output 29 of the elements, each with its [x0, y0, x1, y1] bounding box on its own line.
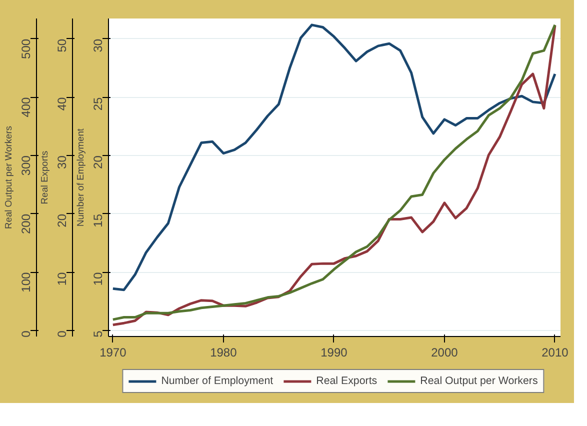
y2-tick-label: 40	[55, 96, 69, 111]
y3-tick-label: 5	[91, 330, 105, 338]
x-tick-label: 2000	[431, 346, 458, 360]
x-tick-label: 1990	[320, 346, 348, 360]
y3-tick-label: 25	[91, 96, 105, 111]
y-tick-label: 400	[19, 96, 33, 118]
y-tick-label: 200	[19, 214, 33, 234]
y-tick-label: 0	[19, 330, 33, 338]
y2-tick-label: 30	[55, 155, 69, 169]
y2-tick-label: 50	[55, 38, 69, 52]
y-axis-title: Real Output per Workers	[4, 126, 14, 229]
y2-axis-title: Real Exports	[40, 150, 50, 204]
y3-tick-label: 20	[91, 155, 105, 169]
y2-tick-label: 20	[55, 214, 69, 228]
y2-tick-label: 0	[55, 330, 69, 338]
y-tick-label: 500	[19, 38, 33, 59]
y-tick-label: 300	[19, 155, 33, 176]
legend-label: Real Exports	[316, 375, 378, 387]
y-tick-label: 100	[19, 272, 33, 292]
y3-tick-label: 15	[91, 214, 105, 228]
y3-tick-label: 30	[91, 38, 105, 52]
y2-tick-label: 10	[55, 272, 69, 286]
legend-label: Number of Employment	[161, 375, 274, 387]
x-tick-label: 2010	[542, 346, 569, 360]
y3-tick-label: 10	[91, 272, 105, 286]
x-tick-label: 1980	[210, 346, 238, 360]
x-tick-label: 1970	[100, 346, 127, 360]
y3-axis-title: Number of Employment	[76, 128, 86, 226]
legend-label: Real Output per Workers	[420, 375, 538, 387]
